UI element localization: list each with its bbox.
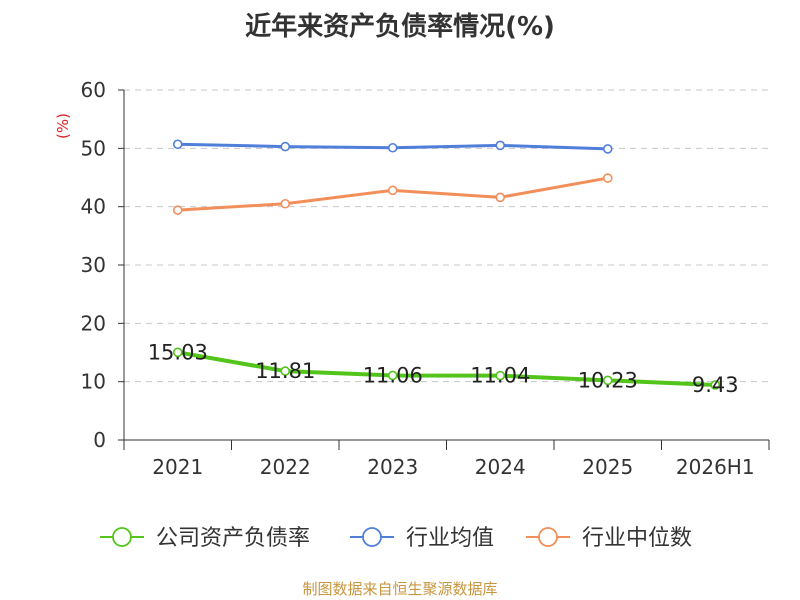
data-point-1 (172, 347, 183, 358)
data-point-1 (495, 370, 506, 381)
x-tick-label: 2025 (582, 455, 633, 479)
legend-label-2: 行业均值 (406, 526, 494, 551)
legend-label-3: 行业中位数 (582, 526, 692, 551)
data-point-2 (495, 140, 506, 151)
y-tick-label: 50 (81, 136, 106, 160)
x-tick-label: 2026H1 (676, 455, 755, 479)
data-point-1 (387, 370, 398, 381)
y-tick-label: 60 (81, 78, 106, 102)
data-point-3 (602, 173, 613, 183)
data-label: 11.04 (470, 364, 530, 388)
legend-marker-3 (538, 527, 558, 547)
legend-marker-2 (362, 527, 382, 547)
data-label: 10.23 (578, 368, 638, 392)
chart-title: 近年来资产负债率情况(%) (245, 12, 555, 42)
data-point-3 (172, 205, 183, 215)
x-tick-label: 2024 (475, 455, 526, 479)
data-point-1 (602, 375, 613, 386)
data-point-2 (172, 139, 183, 150)
x-tick-label: 2021 (152, 455, 203, 479)
data-point-3 (387, 185, 398, 196)
y-tick-label: 30 (81, 253, 106, 277)
y-tick-label: 20 (81, 311, 106, 335)
data-point-2 (602, 144, 613, 154)
legend-label-1: 公司资产负债率 (156, 526, 310, 551)
data-point-3 (495, 192, 506, 203)
y-tick-label: 10 (81, 370, 106, 394)
y-tick-label: 40 (81, 195, 106, 219)
data-point-2 (280, 141, 291, 152)
y-tick-label: 0 (93, 428, 106, 452)
data-point-1 (710, 380, 721, 390)
x-tick-label: 2022 (260, 455, 311, 479)
data-label: 9.43 (692, 373, 739, 397)
source-note: 制图数据来自恒生聚源数据库 (302, 580, 498, 598)
legend-marker-1 (112, 527, 132, 547)
data-label: 11.06 (363, 363, 423, 387)
data-point-2 (387, 142, 398, 153)
series-line-1 (175, 350, 718, 387)
data-label: 11.81 (255, 359, 315, 383)
data-point-3 (280, 198, 291, 209)
data-label: 15.03 (148, 340, 208, 364)
data-point-1 (280, 366, 291, 376)
x-tick-label: 2023 (367, 455, 418, 479)
y-axis-label: (%) (54, 113, 72, 139)
